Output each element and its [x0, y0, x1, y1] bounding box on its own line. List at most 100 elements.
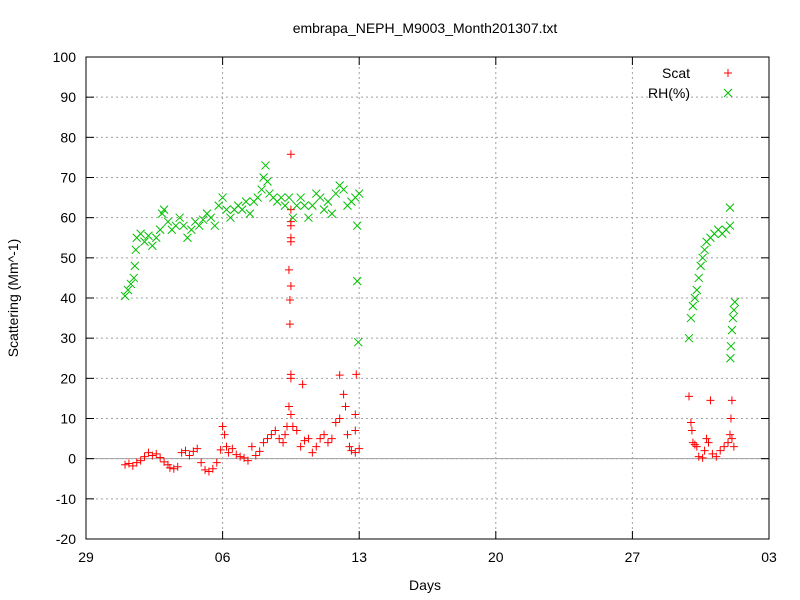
y-tick-label: -10	[56, 491, 76, 507]
data-point	[136, 229, 145, 239]
data-point	[352, 221, 362, 231]
data-point	[698, 453, 707, 462]
data-point	[704, 438, 713, 447]
y-tick-label: 100	[53, 49, 77, 65]
data-point	[729, 442, 738, 451]
data-points	[120, 150, 740, 476]
data-point	[284, 265, 293, 274]
data-point	[144, 231, 153, 241]
data-point	[725, 430, 734, 439]
data-point	[218, 422, 227, 431]
data-point	[165, 463, 174, 472]
data-point	[339, 390, 348, 399]
y-tick-label: 60	[60, 210, 76, 226]
x-tick-label: 20	[488, 549, 504, 565]
data-point	[128, 461, 137, 470]
legend-marker	[724, 69, 732, 77]
data-point	[331, 418, 340, 427]
data-point	[261, 161, 270, 170]
data-point	[218, 193, 227, 202]
data-point	[315, 193, 325, 202]
data-point	[197, 458, 206, 467]
data-point	[700, 245, 709, 255]
data-point	[286, 205, 295, 214]
data-point	[169, 464, 178, 473]
data-point	[688, 438, 697, 447]
data-point	[286, 221, 295, 230]
data-point	[194, 221, 204, 231]
data-point	[323, 197, 333, 206]
data-point	[281, 430, 290, 439]
data-point	[193, 444, 202, 453]
data-point	[286, 150, 295, 159]
data-point	[147, 241, 157, 251]
y-tick-label: 0	[68, 451, 76, 467]
data-point	[331, 189, 341, 198]
data-point	[696, 261, 706, 271]
data-point	[288, 422, 297, 431]
data-point	[292, 201, 302, 210]
data-point	[179, 221, 188, 231]
data-point	[159, 205, 169, 214]
data-point	[245, 209, 255, 219]
data-point	[130, 261, 140, 271]
data-point	[323, 438, 332, 447]
data-point	[155, 225, 165, 235]
data-point	[694, 273, 704, 283]
chart-title: embrapa_NEPH_M9003_Month201307.txt	[293, 20, 558, 36]
data-point	[298, 380, 307, 389]
x-tick-label: 29	[78, 549, 94, 565]
data-point	[335, 371, 344, 380]
data-point	[339, 185, 348, 194]
data-point	[131, 245, 141, 255]
y-tick-label: -20	[56, 531, 76, 547]
data-point	[214, 201, 224, 210]
data-point	[259, 438, 268, 447]
data-point	[341, 402, 350, 411]
data-point	[304, 213, 313, 223]
data-point	[690, 440, 699, 449]
data-point	[132, 458, 141, 467]
data-point	[694, 452, 703, 461]
legend-marker	[723, 88, 733, 98]
data-point	[247, 442, 256, 451]
data-point	[292, 426, 301, 435]
data-point	[171, 221, 181, 231]
data-point	[251, 451, 260, 460]
x-tick-label: 27	[625, 549, 641, 565]
data-point	[720, 442, 729, 451]
data-point	[684, 392, 693, 401]
data-point	[220, 430, 229, 439]
legend-label: RH(%)	[648, 85, 690, 101]
data-point	[177, 448, 186, 457]
data-point	[352, 370, 361, 379]
x-axis-label: Days	[409, 577, 441, 593]
data-point	[706, 396, 715, 405]
data-point	[280, 201, 290, 210]
y-tick-label: 80	[60, 129, 76, 145]
data-point	[286, 281, 295, 290]
data-point	[152, 449, 161, 458]
data-point	[253, 193, 263, 202]
data-point	[257, 185, 266, 194]
data-point	[163, 217, 173, 227]
series-1	[120, 161, 740, 363]
data-point	[688, 301, 698, 311]
data-point	[726, 414, 735, 423]
data-point	[727, 325, 737, 335]
data-point	[224, 448, 233, 457]
data-point	[241, 197, 251, 206]
data-point	[285, 296, 294, 305]
series-0	[121, 150, 738, 476]
data-point	[255, 447, 264, 456]
data-point	[216, 445, 225, 454]
axis-tick-labels: -20 -10 0 10 20 30 40 50 60 70 80 90 100 29 06 13 20 27 03	[53, 49, 777, 565]
data-point	[222, 442, 231, 451]
data-point	[304, 434, 313, 443]
data-point	[725, 203, 735, 212]
data-point	[296, 442, 305, 451]
y-tick-label: 10	[60, 411, 76, 427]
data-point	[148, 451, 157, 460]
data-point	[173, 462, 182, 471]
